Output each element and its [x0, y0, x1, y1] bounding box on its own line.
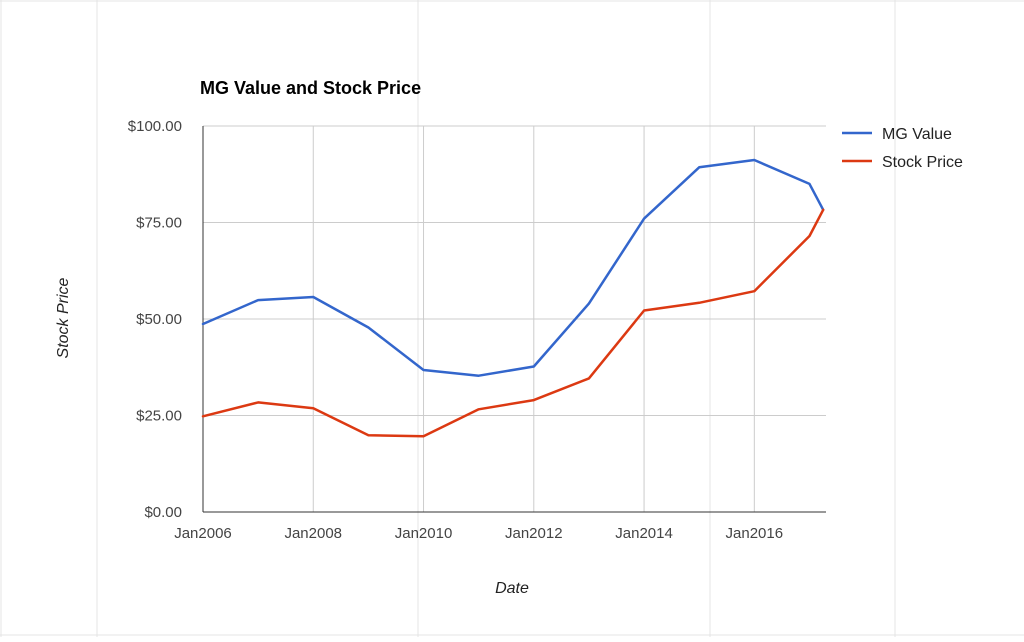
- y-axis-ticks: $0.00 $25.00 $50.00 $75.00 $100.00: [128, 118, 182, 521]
- series-line-mg-value: [201, 158, 825, 377]
- legend-label: Stock Price: [882, 154, 963, 171]
- series-line-stock-price: [201, 208, 825, 438]
- y-tick-label: $0.00: [144, 504, 182, 521]
- x-tick-label: Jan2012: [505, 525, 563, 542]
- series-lines: [201, 158, 825, 438]
- x-tick-label: Jan2014: [615, 525, 673, 542]
- y-tick-label: $50.00: [136, 311, 182, 328]
- x-tick-label: Jan2006: [174, 525, 232, 542]
- x-tick-label: Jan2010: [395, 525, 453, 542]
- x-axis-label: Date: [495, 580, 529, 597]
- y-axis-label: Stock Price: [55, 277, 72, 358]
- y-tick-label: $75.00: [136, 215, 182, 232]
- gridlines: [202, 125, 826, 512]
- legend: MG Value Stock Price: [842, 126, 963, 171]
- x-axis-ticks: Jan2006 Jan2008 Jan2010 Jan2012 Jan2014 Jan20…: [174, 525, 783, 542]
- x-tick-label: Jan2016: [726, 525, 784, 542]
- axes: [202, 126, 826, 513]
- y-tick-label: $25.00: [136, 408, 182, 425]
- x-tick-label: Jan2008: [284, 525, 342, 542]
- legend-label: MG Value: [882, 126, 952, 143]
- chart-title: MG Value and Stock Price: [200, 78, 421, 98]
- y-tick-label: $100.00: [128, 118, 182, 135]
